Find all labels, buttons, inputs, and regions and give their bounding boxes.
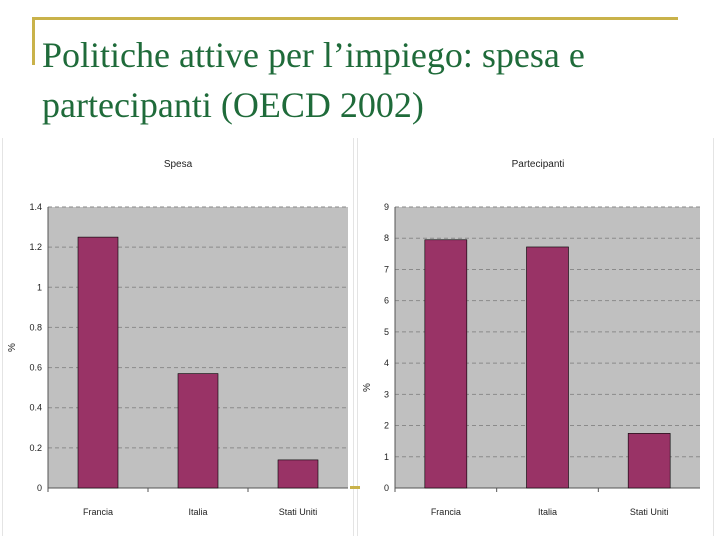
bar-stati-uniti (627, 433, 671, 489)
y-tick-label: 1.2 (29, 242, 42, 252)
y-tick-label: 3 (384, 389, 389, 399)
y-tick-label: 2 (384, 421, 389, 431)
chart-partecipanti: Partecipanti 0 1 2 3 4 5 6 7 8 9 Francia Italia Stati… (362, 159, 700, 517)
chart-panel-spesa: Spesa 0 0.2 0.4 0.6 0.8 1 1.2 1.4 Francia Italia St… (2, 138, 354, 536)
y-tick-label: 8 (384, 233, 389, 243)
y-tick-label: 9 (384, 202, 389, 212)
y-tick-label: 5 (384, 327, 389, 337)
x-tick-label: Francia (83, 507, 113, 517)
x-tick-label: Italia (538, 507, 557, 517)
y-tick-label: 0.2 (29, 443, 42, 453)
y-axis-label: % (362, 383, 373, 392)
slide-title: Politiche attive per l’impiego: spesa e … (42, 35, 585, 125)
y-tick-label: 0.6 (29, 363, 42, 373)
y-tick-label: 6 (384, 296, 389, 306)
y-tick-label: 4 (384, 358, 389, 368)
y-tick-label: 0.4 (29, 403, 42, 413)
y-tick-label: 0 (384, 483, 389, 493)
chart-title: Spesa (164, 159, 193, 170)
bar-stati-uniti (277, 459, 319, 489)
chart-panel-partecipanti: Partecipanti 0 1 2 3 4 5 6 7 8 9 Francia Italia Stati… (357, 138, 714, 536)
x-tick-label: Stati Uniti (630, 507, 669, 517)
y-tick-label: 1 (384, 452, 389, 462)
y-axis-label: % (7, 343, 18, 352)
bar-francia (424, 239, 468, 489)
y-tick-label: 0 (37, 483, 42, 493)
chart-spesa: Spesa 0 0.2 0.4 0.6 0.8 1 1.2 1.4 Francia Italia St… (7, 159, 348, 517)
x-tick-label: Francia (431, 507, 461, 517)
y-tick-label: 1 (37, 282, 42, 292)
title-frame-top (32, 17, 678, 20)
bar-francia (77, 236, 119, 489)
chart-title: Partecipanti (512, 159, 565, 170)
frame-accent (350, 486, 360, 489)
bar-italia (177, 373, 219, 489)
y-tick-label: 1.4 (29, 202, 42, 212)
y-tick-label: 0.8 (29, 322, 42, 332)
x-tick-label: Italia (188, 507, 207, 517)
x-tick-label: Stati Uniti (279, 507, 318, 517)
bar-italia (526, 246, 569, 489)
title-frame-left (32, 17, 35, 65)
y-tick-label: 7 (384, 264, 389, 274)
